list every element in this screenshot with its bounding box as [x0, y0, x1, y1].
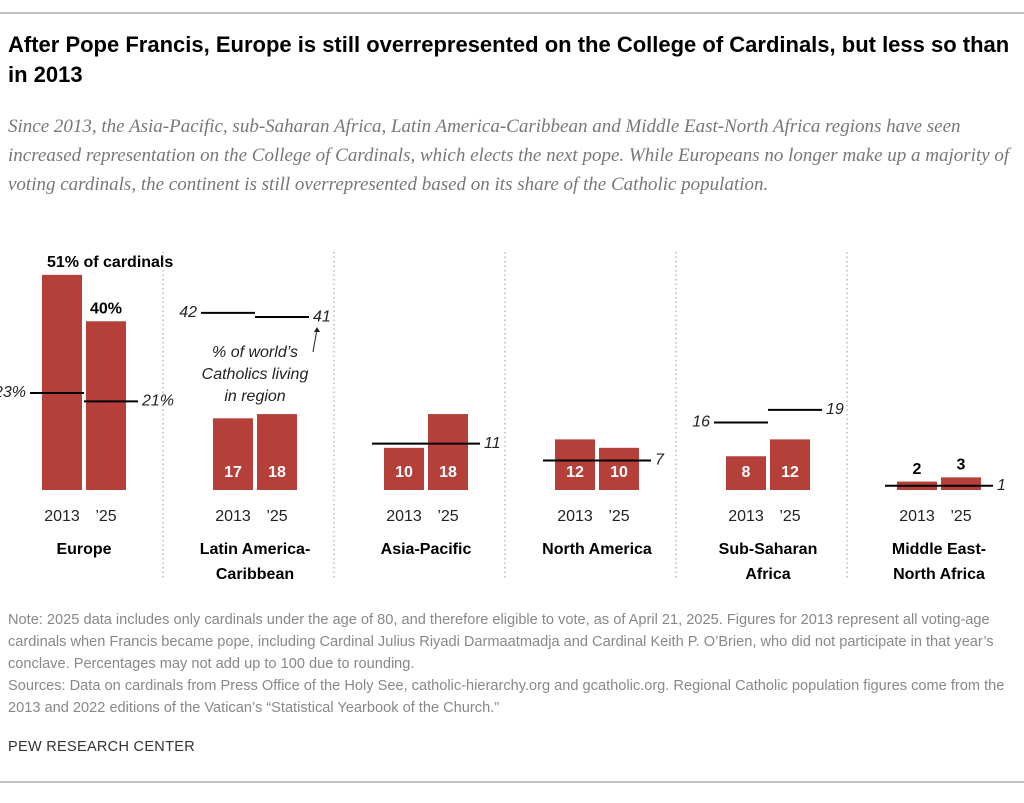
- x-tick-label: ’25: [608, 508, 629, 525]
- bar: [555, 439, 595, 490]
- reference-label: 41: [313, 308, 331, 325]
- bar: [257, 414, 297, 490]
- bar: [86, 321, 126, 490]
- x-tick-label: 2013: [557, 508, 593, 525]
- annotation: in region: [224, 388, 285, 405]
- value-label: 10: [395, 464, 413, 481]
- x-tick-label: 2013: [386, 508, 422, 525]
- panel-title: Europe: [56, 541, 111, 558]
- value-label: 40%: [90, 300, 122, 317]
- credit: PEW RESEARCH CENTER: [8, 739, 195, 755]
- value-label: 2: [913, 461, 922, 478]
- x-tick-label: ’25: [95, 508, 116, 525]
- x-tick-label: ’25: [950, 508, 971, 525]
- bar: [384, 447, 424, 490]
- title: After Pope Francis, Europe is still over…: [8, 32, 1010, 87]
- reference-label: 42: [179, 304, 197, 321]
- value-label: 17: [224, 464, 242, 481]
- panel-title: Middle East-: [892, 541, 986, 558]
- value-label: 3: [957, 457, 966, 474]
- panel-title: North Africa: [893, 566, 985, 583]
- reference-label: 11: [484, 435, 501, 452]
- panel-title: Asia-Pacific: [381, 541, 472, 558]
- x-tick-label: ’25: [437, 508, 458, 525]
- value-label: 8: [742, 464, 751, 481]
- panel-title: Latin America-: [200, 541, 311, 558]
- reference-label: 16: [692, 414, 710, 431]
- annotation: % of world’s: [212, 344, 298, 361]
- bar: [726, 456, 766, 490]
- value-label: 12: [566, 464, 584, 481]
- reference-label: 1: [997, 477, 1006, 494]
- panel-title: Africa: [745, 566, 790, 583]
- x-tick-label: 2013: [215, 508, 251, 525]
- x-tick-label: 2013: [899, 508, 935, 525]
- annotation-arrow: [312, 328, 318, 353]
- x-tick-label: ’25: [779, 508, 800, 525]
- reference-label: 19: [826, 401, 844, 418]
- reference-label: 23%: [0, 384, 26, 401]
- note: Note: 2025 data includes only cardinals …: [8, 612, 994, 672]
- annotation: Catholics living: [202, 366, 309, 383]
- reference-label: 21%: [141, 393, 174, 410]
- bar: [770, 439, 810, 490]
- x-tick-label: ’25: [266, 508, 287, 525]
- reference-label: 7: [655, 452, 665, 469]
- x-tick-label: 2013: [728, 508, 764, 525]
- annotation-arrowhead: [314, 327, 320, 333]
- panel-title: North America: [542, 541, 652, 558]
- value-label: 18: [268, 464, 286, 481]
- value-label: 10: [610, 464, 628, 481]
- source: Sources: Data on cardinals from Press Of…: [8, 678, 1005, 716]
- bar: [428, 414, 468, 490]
- panel-title: Sub-Saharan: [719, 541, 818, 558]
- value-label: 12: [781, 464, 799, 481]
- panel-title: Caribbean: [216, 566, 294, 583]
- bar: [213, 418, 253, 490]
- value-label: 18: [439, 464, 457, 481]
- value-label: 51% of cardinals: [47, 254, 173, 271]
- x-tick-label: 2013: [44, 508, 80, 525]
- bar: [42, 274, 82, 490]
- subtitle: Since 2013, the Asia-Pacific, sub-Sahara…: [8, 116, 1010, 195]
- bar: [941, 477, 981, 490]
- bar: [599, 447, 639, 490]
